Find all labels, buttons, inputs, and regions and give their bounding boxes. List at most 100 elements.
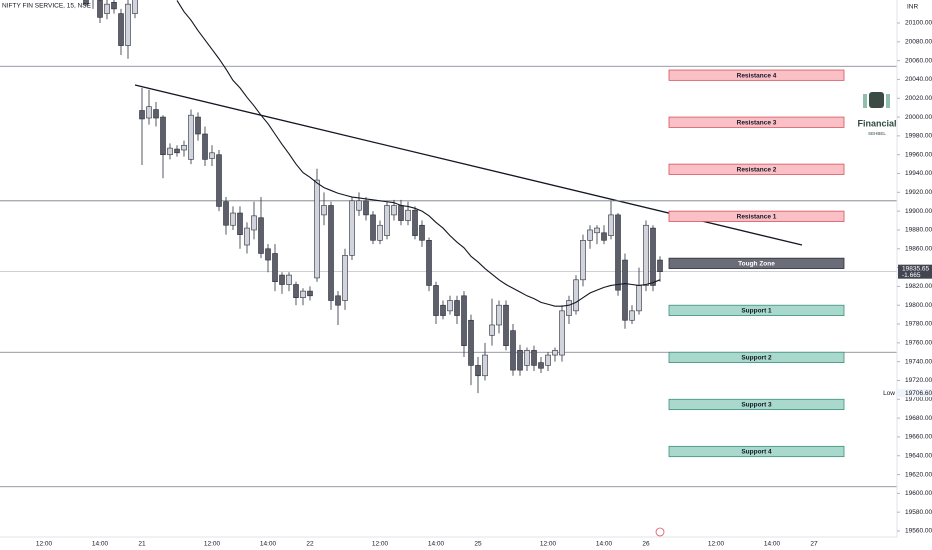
candle-body [258, 217, 264, 254]
candle-body [622, 259, 628, 321]
candle-body [97, 0, 103, 18]
candle-body [608, 214, 614, 236]
logo-icon [863, 94, 867, 108]
zone [668, 304, 845, 316]
candle-body [643, 224, 649, 286]
candle-body [265, 248, 271, 261]
x-tick-label: 22 [306, 541, 314, 548]
candle-body [426, 240, 432, 286]
candle-body [230, 212, 236, 226]
y-tick-label: 19780.00 [905, 321, 932, 328]
y-tick-label: 19700.00 [905, 396, 932, 403]
zone-label: Tough Zone [738, 261, 775, 268]
plot-area: Resistance 4 Resistance 3 Resistance 2 Resi… [0, 0, 897, 488]
candle-body [181, 144, 187, 151]
y-tick-label: 19640.00 [905, 452, 932, 459]
candle-body [629, 310, 635, 321]
zone [668, 116, 845, 128]
zone-label: Support 4 [741, 449, 772, 456]
candle-body [657, 259, 663, 272]
y-tick-label: 19880.00 [905, 227, 932, 234]
logo-icon [869, 92, 884, 108]
y-tick-label: 19920.00 [905, 189, 932, 196]
zone-label: Resistance 3 [737, 119, 777, 126]
candle-body [216, 154, 222, 207]
candle-body [531, 350, 537, 366]
candle-body [209, 152, 215, 159]
candle-body [496, 304, 502, 326]
y-tick-label: 19960.00 [905, 151, 932, 158]
zone [668, 69, 845, 81]
zone-label: Resistance 1 [737, 214, 777, 221]
candle-body [174, 148, 180, 154]
candle-body [475, 365, 481, 377]
candle-body [559, 310, 565, 356]
candle-body [118, 13, 124, 46]
logo: Financial SEHBEL [857, 92, 897, 136]
event-icon [655, 527, 665, 537]
x-tick-label: 14:00 [596, 541, 613, 548]
candle-body [412, 209, 418, 236]
zone [668, 351, 845, 363]
candle-body [447, 300, 453, 312]
candle-body [223, 201, 229, 226]
candle-body [167, 147, 173, 155]
candle-body [538, 362, 544, 369]
y-tick-label: 19860.00 [905, 245, 932, 252]
candle-body [111, 2, 117, 10]
y-tick-label: 19560.00 [905, 528, 932, 535]
x-tick-label: 26 [642, 541, 650, 548]
candle-body [636, 285, 642, 312]
candle-body [573, 279, 579, 312]
y-tick-label: 19620.00 [905, 471, 932, 478]
candle-body [321, 205, 327, 216]
y-tick-label: 20000.00 [905, 114, 932, 121]
y-tick-label: 19820.00 [905, 283, 932, 290]
logo-icon [886, 94, 890, 108]
x-tick-label: 27 [810, 541, 818, 548]
candle-body [139, 110, 145, 120]
zone [668, 163, 845, 175]
last-price: 19835.65 [902, 265, 929, 272]
y-tick-label: 19800.00 [905, 302, 932, 309]
x-tick-label: 21 [138, 541, 146, 548]
y-tick-label: 20040.00 [905, 76, 932, 83]
candle-body [587, 229, 593, 241]
candle-body [244, 227, 250, 246]
candle-body [517, 350, 523, 371]
candle-body [419, 224, 425, 241]
candle-body [580, 240, 586, 281]
y-tick-label: 19740.00 [905, 358, 932, 365]
candle-body [272, 253, 278, 282]
y-tick-label: 20060.00 [905, 57, 932, 64]
x-tick-label: 25 [474, 541, 482, 548]
candle-body [391, 205, 397, 216]
zone [668, 398, 845, 411]
low-value: 19706.60 [905, 390, 932, 397]
x-tick-label: 14:00 [764, 541, 781, 548]
x-tick-label: 12:00 [372, 541, 389, 548]
candle-body [650, 227, 656, 286]
zone [668, 257, 845, 269]
candle-body [146, 106, 152, 119]
y-tick-label: 19760.00 [905, 340, 932, 347]
candle-body [202, 133, 208, 160]
x-tick-label: 12:00 [36, 541, 53, 548]
y-tick-label: 19600.00 [905, 490, 932, 497]
x-tick-label: 12:00 [540, 541, 557, 548]
candle-body [188, 114, 194, 160]
candle-body [335, 295, 341, 306]
logo-subtitle: SEHBEL [868, 131, 886, 136]
candle-body [293, 284, 299, 298]
x-tick-label: 14:00 [260, 541, 277, 548]
currency: INR [907, 4, 919, 11]
candle-body [510, 330, 516, 371]
zone-label: Support 2 [741, 355, 772, 362]
candle-body [545, 354, 551, 366]
candle-body [307, 290, 313, 297]
candle-body [370, 214, 376, 241]
y-tick-label: 19580.00 [905, 509, 932, 516]
